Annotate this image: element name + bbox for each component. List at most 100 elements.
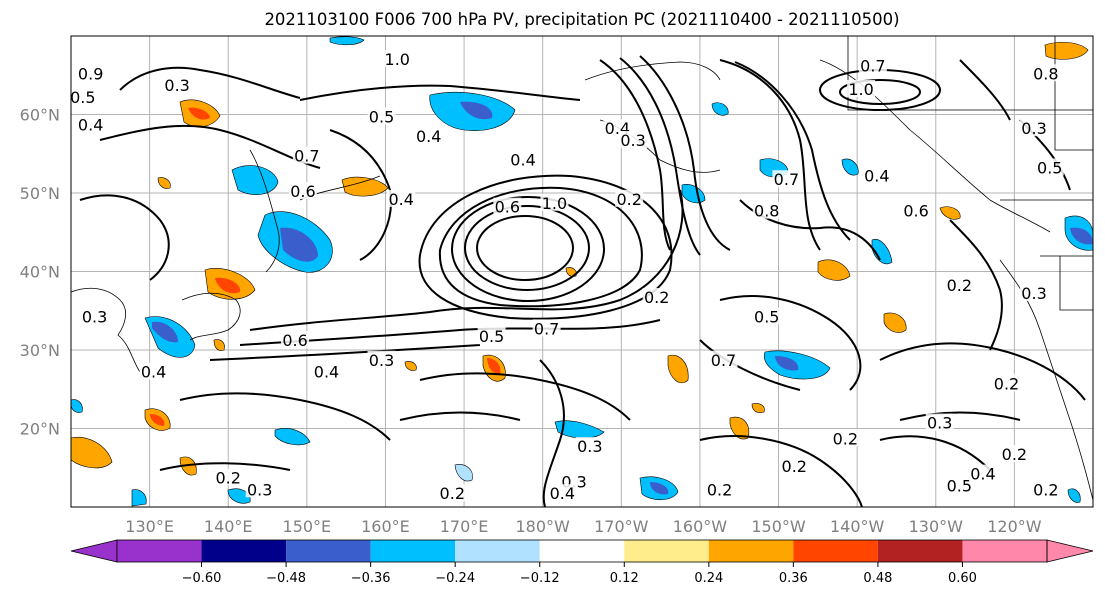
colorbar-segment xyxy=(201,540,287,562)
contour-label-bg xyxy=(858,56,887,74)
contour-label-bg xyxy=(619,130,648,148)
contour-label: 0.2 xyxy=(1002,445,1027,464)
contour-label: 0.2 xyxy=(782,457,807,476)
lon-tick-label: 130°W xyxy=(909,517,964,536)
contour-label: 0.4 xyxy=(550,484,575,503)
contour-label-bg xyxy=(292,146,321,164)
contour-label-bg xyxy=(367,107,396,125)
lat-tick-label: 30°N xyxy=(20,341,60,360)
contour-label-bg xyxy=(532,319,561,337)
lat-tick-label: 60°N xyxy=(20,106,60,125)
contour-label: 0.5 xyxy=(369,107,394,126)
colorbar-tick-label: 0.36 xyxy=(779,571,808,586)
contour-label-bg xyxy=(615,189,644,207)
contour-label-bg xyxy=(862,166,891,184)
contour-label-bg xyxy=(383,50,412,68)
contour-label: 0.6 xyxy=(495,198,520,217)
contour-label-bg xyxy=(288,182,317,199)
colorbar-segment xyxy=(455,540,540,562)
colorbar-tick-label: −0.48 xyxy=(266,571,306,586)
lon-tick-label: 150°W xyxy=(751,517,806,536)
contour-label-bg xyxy=(548,484,577,502)
contour-label-bg xyxy=(925,413,954,431)
colorbar: −0.60 −0.48 −0.36 −0.24 −0.12 0.12 0.24 0.36 0.4… xyxy=(70,539,1094,586)
contour-label: 0.4 xyxy=(388,190,413,209)
contour-label-bg xyxy=(367,350,396,368)
contour-label: 0.3 xyxy=(82,308,107,327)
contour-label: 0.4 xyxy=(314,363,339,382)
contour-label-bg xyxy=(705,480,734,498)
contour-label: 0.3 xyxy=(247,480,272,499)
contour-label-bg xyxy=(642,287,671,305)
lon-tick-label: 160°E xyxy=(361,517,410,536)
contour-label: 0.7 xyxy=(860,56,885,75)
contour-label-bg xyxy=(709,350,738,368)
contour-label-bg xyxy=(477,327,506,345)
contour-label-bg xyxy=(163,76,192,94)
contour-label: 0.2 xyxy=(707,480,732,499)
contour-label: 0.2 xyxy=(644,288,669,307)
contour-label-bg xyxy=(414,127,443,145)
colorbar-tick-label: 0.60 xyxy=(948,571,977,586)
contour-label: 0.4 xyxy=(416,127,441,146)
contour-label-bg xyxy=(214,468,243,486)
colorbar-segment xyxy=(962,540,1047,562)
colorbar-tick-label: −0.24 xyxy=(435,571,475,586)
contour-label-bg xyxy=(1000,444,1029,462)
lon-tick-label: 170°E xyxy=(440,517,489,536)
colorbar-segment xyxy=(877,540,963,562)
colorbar-frame xyxy=(116,539,1048,563)
lon-tick-label: 140°E xyxy=(204,517,253,536)
contour-label: 0.5 xyxy=(754,308,779,327)
contour-label: 0.2 xyxy=(833,429,858,448)
colorbar-segment xyxy=(624,540,709,562)
contour-label-bg xyxy=(772,170,801,188)
contour-label-bg xyxy=(387,189,416,207)
lat-tick-label: 50°N xyxy=(20,184,60,203)
contour-label: 0.8 xyxy=(1033,64,1058,83)
contour-label: 1.0 xyxy=(385,50,410,69)
contour-label-bg xyxy=(945,276,974,294)
contour-label: 0.6 xyxy=(282,331,307,350)
contour-label-bg xyxy=(780,456,809,474)
contour-label-bg xyxy=(847,79,876,97)
contour-label-bg xyxy=(312,362,341,380)
colorbar-tick-label: −0.12 xyxy=(520,571,560,586)
contour-label: 0.3 xyxy=(1021,284,1046,303)
contour-label: 0.8 xyxy=(754,202,779,221)
contour-label-bg xyxy=(493,197,522,215)
contour-label: 0.2 xyxy=(947,276,972,295)
contour-label: 0.3 xyxy=(1021,119,1046,138)
colorbar-segment xyxy=(793,540,878,562)
contour-label: 0.6 xyxy=(903,202,928,221)
contour-label-bg xyxy=(1020,119,1049,137)
contour-label: 0.5 xyxy=(479,327,504,346)
colorbar-tick-label: 0.48 xyxy=(863,571,892,586)
contour-label: 0.2 xyxy=(1033,480,1058,499)
lon-tick-label: 170°W xyxy=(594,517,649,536)
contour-label-bg xyxy=(281,331,310,349)
contour-label: 1.0 xyxy=(542,194,567,213)
contour-label: 0.3 xyxy=(620,131,645,150)
contour-label-bg xyxy=(1035,158,1064,176)
contour-labels: 1.0 0.3 0.9 0.5 0.4 0.7 0.6 0.5 0.4 0.4 0.4 1.0 0.6 0… xyxy=(71,50,1064,503)
contour-label-bg xyxy=(1031,64,1060,82)
colorbar-segment xyxy=(370,540,456,562)
contour-label: 0.3 xyxy=(164,76,189,95)
colorbar-tick-label: 0.24 xyxy=(694,571,723,586)
contour-label: 0.9 xyxy=(78,64,103,83)
colorbar-extend-low xyxy=(70,539,118,563)
contour-label-bg xyxy=(80,307,109,325)
contour-label-bg xyxy=(992,374,1021,392)
contour-label-bg xyxy=(509,150,538,168)
colorbar-extend-high xyxy=(1046,539,1094,563)
colorbar-segment xyxy=(539,540,625,562)
colorbar-tick-label: −0.36 xyxy=(351,571,391,586)
longitude-labels: 130°E 140°E 150°E 160°E 170°E 180°W 170°W 160°W… xyxy=(125,517,1041,536)
lon-tick-label: 130°E xyxy=(125,517,174,536)
contour-label-bg xyxy=(575,437,604,455)
colorbar-segment xyxy=(708,540,794,562)
lon-tick-label: 160°W xyxy=(673,517,728,536)
map-area: 1.0 0.3 0.9 0.5 0.4 0.7 0.6 0.5 0.4 0.4 0.4 1.0 0.6 0… xyxy=(70,35,1094,508)
contour-label-bg xyxy=(945,476,974,494)
